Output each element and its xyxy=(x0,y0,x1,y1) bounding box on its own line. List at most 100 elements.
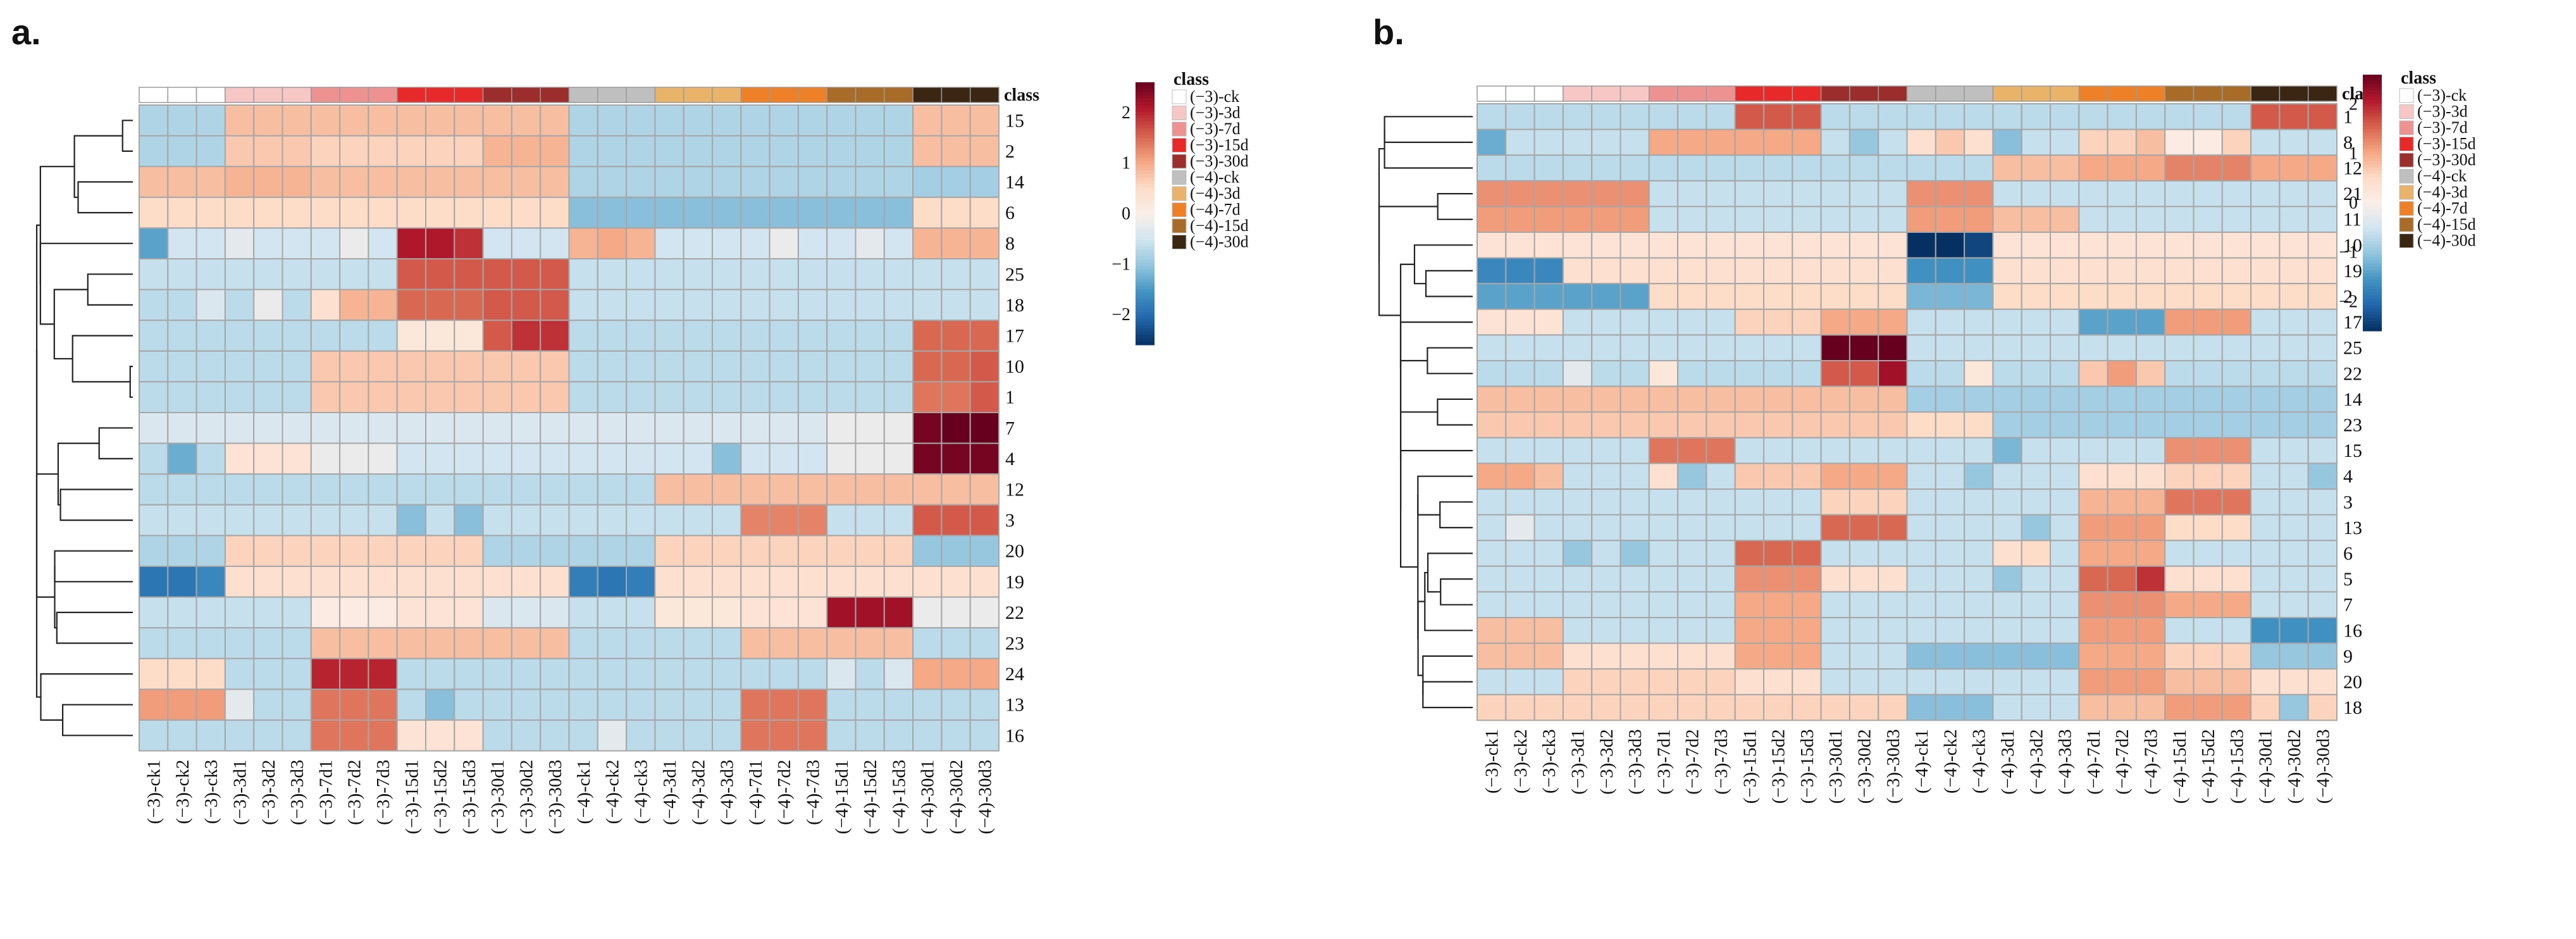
heatmap-cell xyxy=(396,258,427,290)
heatmap-cell xyxy=(2193,385,2223,413)
heatmap-cell xyxy=(253,135,283,168)
heatmap-cell xyxy=(1906,642,1936,670)
heatmap-cell xyxy=(1878,693,1908,721)
heatmap-cell xyxy=(310,657,341,690)
heatmap-cell xyxy=(1935,128,1966,156)
column-label: (−4)-ck3 xyxy=(631,760,652,824)
heatmap-cell xyxy=(1935,257,1966,285)
heatmap-cell xyxy=(1734,334,1764,362)
heatmap-cell xyxy=(540,104,570,137)
heatmap-cell xyxy=(1533,180,1564,208)
heatmap-cell xyxy=(2107,668,2137,695)
heatmap-cell xyxy=(1906,668,1936,695)
heatmap-cell xyxy=(2164,206,2195,233)
heatmap-cell xyxy=(797,719,828,752)
heatmap-cell xyxy=(597,258,628,290)
heatmap-cell xyxy=(1848,693,1879,721)
heatmap-cell xyxy=(1878,540,1908,567)
class-legend-swatch xyxy=(2399,120,2414,135)
colorbar-segment xyxy=(2363,145,2382,149)
heatmap-cell xyxy=(1533,591,1564,619)
heatmap-cell xyxy=(339,596,369,629)
heatmap-cell xyxy=(654,688,684,721)
heatmap-cell xyxy=(2221,206,2252,233)
heatmap-cell xyxy=(1992,411,2022,438)
colorbar-segment xyxy=(1136,292,1155,296)
heatmap-cell xyxy=(1477,540,1507,567)
heatmap-cell xyxy=(339,258,369,290)
heatmap-cell xyxy=(339,627,369,659)
heatmap-cell xyxy=(597,227,628,259)
heatmap-cell xyxy=(2164,360,2195,387)
heatmap-cell xyxy=(1477,308,1507,336)
heatmap-cell xyxy=(310,381,341,414)
heatmap-cell xyxy=(797,504,828,537)
heatmap-cell xyxy=(1734,565,1764,593)
class-legend-label: (−3)-15d xyxy=(2417,135,2476,153)
dendrogram-branch xyxy=(71,335,133,383)
row-label: 14 xyxy=(1005,172,1024,193)
dendrogram-branch xyxy=(1413,244,1473,285)
class-legend-label: (−4)-30d xyxy=(1190,233,1249,251)
heatmap-cell xyxy=(282,104,312,137)
heatmap-cell xyxy=(1477,642,1507,670)
heatmap-cell xyxy=(482,381,512,414)
heatmap-cell xyxy=(2164,668,2195,695)
heatmap-cell xyxy=(540,627,570,659)
heatmap-cell xyxy=(1677,411,1707,438)
heatmap-cell xyxy=(568,504,598,537)
heatmap-cell xyxy=(941,566,971,598)
heatmap-cell xyxy=(826,596,857,629)
colorbar-segment xyxy=(1136,328,1155,332)
heatmap-cell xyxy=(1677,154,1707,182)
heatmap-cell xyxy=(1706,411,1736,438)
row-label: 12 xyxy=(1005,480,1024,501)
heatmap-cell xyxy=(396,320,427,352)
heatmap-cell xyxy=(969,657,1000,690)
heatmap-cell xyxy=(683,504,713,537)
colorbar-segment xyxy=(1136,289,1155,293)
heatmap-cell xyxy=(167,504,197,537)
heatmap-cell xyxy=(195,227,226,259)
heatmap-cell xyxy=(797,412,828,444)
colorbar-segment xyxy=(2363,311,2382,316)
heatmap-cell xyxy=(712,196,742,229)
heatmap-cell xyxy=(1763,128,1793,156)
heatmap-cell xyxy=(1562,283,1593,310)
heatmap-cell xyxy=(2050,360,2080,387)
heatmap-cell xyxy=(540,135,570,168)
heatmap-cell xyxy=(740,596,771,629)
heatmap-cell xyxy=(1648,232,1679,259)
colorbar-segment xyxy=(2363,81,2382,85)
colorbar-segment xyxy=(1136,213,1155,218)
colorbar-tick-label: 1 xyxy=(1122,154,1130,173)
heatmap-cell xyxy=(2135,180,2166,208)
heatmap-cell xyxy=(167,166,197,198)
class-legend-swatch xyxy=(2399,88,2414,103)
colorbar-segment xyxy=(2363,270,2382,274)
heatmap-cell xyxy=(511,320,542,352)
dendrogram-branch xyxy=(1437,398,1473,426)
row-label: 3 xyxy=(1005,510,1015,531)
heatmap-cell xyxy=(2279,642,2309,670)
heatmap-cell xyxy=(1935,591,1966,619)
heatmap-cell xyxy=(626,596,656,629)
colorbar-segment xyxy=(1136,105,1155,109)
heatmap-cell xyxy=(1706,693,1736,721)
heatmap-cell xyxy=(740,627,771,659)
heatmap-cell xyxy=(683,657,713,690)
heatmap-cell xyxy=(1562,617,1593,644)
heatmap-cell xyxy=(195,350,226,383)
heatmap-cell xyxy=(1677,334,1707,362)
heatmap-cell xyxy=(1848,437,1879,464)
heatmap-cell xyxy=(626,657,656,690)
class-annotation-label: class xyxy=(1004,85,1039,105)
heatmap-cell xyxy=(912,320,943,352)
dendrogram-branch xyxy=(1378,206,1438,316)
heatmap-cell xyxy=(511,535,542,568)
column-label: (−3)-ck3 xyxy=(201,760,221,824)
heatmap-cell xyxy=(139,412,169,444)
heatmap-cell xyxy=(654,566,684,598)
heatmap-cell xyxy=(224,350,255,383)
heatmap-cell xyxy=(683,104,713,137)
